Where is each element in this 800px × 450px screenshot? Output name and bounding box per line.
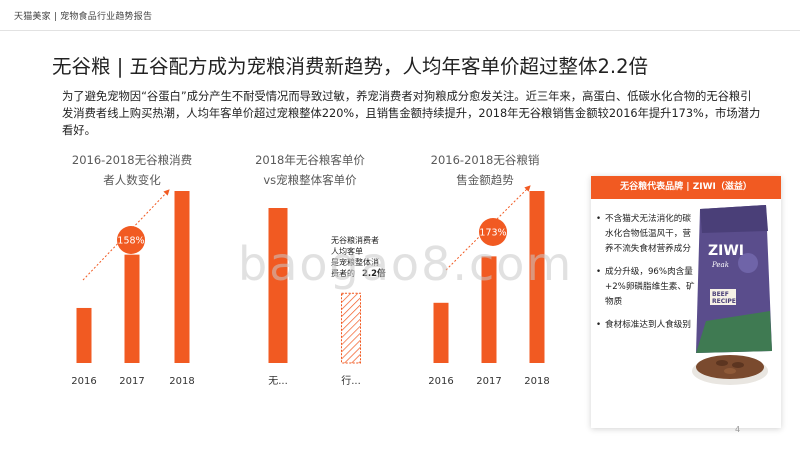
- x-tick-label: 行...: [341, 374, 361, 387]
- chart2-title-line: 2018年无谷粮客单价: [255, 153, 365, 167]
- ziwi-product-image: ZIWI Peak BEEF RECIPE: [692, 205, 772, 385]
- x-tick-label: 2016: [428, 376, 453, 387]
- bar-2018: [529, 191, 545, 363]
- bar-2016: [76, 307, 92, 363]
- growth-label: 173%: [479, 228, 506, 239]
- chart1-title: 2016-2018无谷粮消费 者人数变化: [62, 150, 202, 190]
- chart2-annotation-multiplier: 2.2倍: [362, 268, 386, 279]
- growth-badge: [479, 218, 507, 246]
- page-number: 4: [735, 425, 741, 434]
- chart1-title-line: 2016-2018无谷粮消费: [71, 153, 193, 167]
- product-feature: 食材标准达到人食级别: [595, 318, 695, 333]
- product-feature: 成分升级，96%肉含量+2%卵磷脂维生素、矿物质: [595, 265, 695, 310]
- bar-行...: [341, 292, 361, 364]
- growth-arrow: [445, 185, 531, 271]
- product-card: 无谷粮代表品牌 | ZIWI（滋益） 不含猫犬无法消化的碳水化合物低温风干，营养…: [591, 176, 781, 428]
- product-card-header: 无谷粮代表品牌 | ZIWI（滋益）: [591, 176, 781, 199]
- growth-badge: [117, 226, 145, 254]
- chart2-title: 2018年无谷粮客单价 vs宠粮整体客单价: [240, 150, 380, 190]
- growth-label: 158%: [117, 236, 144, 247]
- chart2-annotation-line: 人均客单: [331, 246, 363, 256]
- x-tick-label: 2016: [71, 376, 96, 387]
- bar-2017: [481, 256, 497, 363]
- x-tick-label: 无...: [268, 376, 288, 387]
- chart3-title: 2016-2018无谷粮销 售金额趋势: [415, 150, 555, 190]
- x-tick-label: 2017: [476, 376, 501, 387]
- product-image-brand: ZIWI: [708, 243, 744, 259]
- chart3-title-line: 售金额趋势: [456, 173, 514, 187]
- bar-2016: [433, 302, 449, 363]
- watermark: baogao8.com: [238, 237, 574, 291]
- chart3-title-line: 2016-2018无谷粮销: [430, 153, 540, 167]
- bar-无...: [268, 208, 288, 363]
- intro-paragraph: 为了避免宠物因“谷蛋白”成分产生不耐受情况而导致过敏，养宠消费者对狗粮成分愈发关…: [62, 90, 761, 137]
- chart2-title-line: vs宠粮整体客单价: [263, 173, 357, 187]
- x-tick-label: 2018: [524, 376, 549, 387]
- bar-2018: [174, 191, 190, 363]
- x-tick-label: 2018: [169, 376, 194, 387]
- chart1-title-line: 者人数变化: [103, 173, 161, 187]
- chart2-annotation-line: 费者的: [331, 268, 355, 278]
- chart2-annotation-line: 是宠粮整体消: [331, 257, 379, 267]
- bar-2017: [124, 254, 140, 363]
- product-image-flavor: BEEF: [712, 291, 729, 298]
- product-image-flavor: RECIPE: [712, 298, 736, 305]
- product-feature: 不含猫犬无法消化的碳水化合物低温风干，营养不流失食材营养成分: [595, 212, 695, 257]
- chart2-annotation-line: 无谷粮消费者: [331, 235, 379, 245]
- header-divider: [0, 30, 800, 31]
- product-feature-list: 不含猫犬无法消化的碳水化合物低温风干，营养不流失食材营养成分 成分升级，96%肉…: [595, 212, 695, 341]
- product-image-sub: Peak: [711, 261, 729, 269]
- page-title: 无谷粮 | 五谷配方成为宠粮消费新趋势，人均年客单价超过整体2.2倍: [52, 55, 648, 78]
- report-header: 天猫美家 | 宠物食品行业趋势报告: [14, 12, 153, 22]
- x-tick-label: 2017: [119, 376, 144, 387]
